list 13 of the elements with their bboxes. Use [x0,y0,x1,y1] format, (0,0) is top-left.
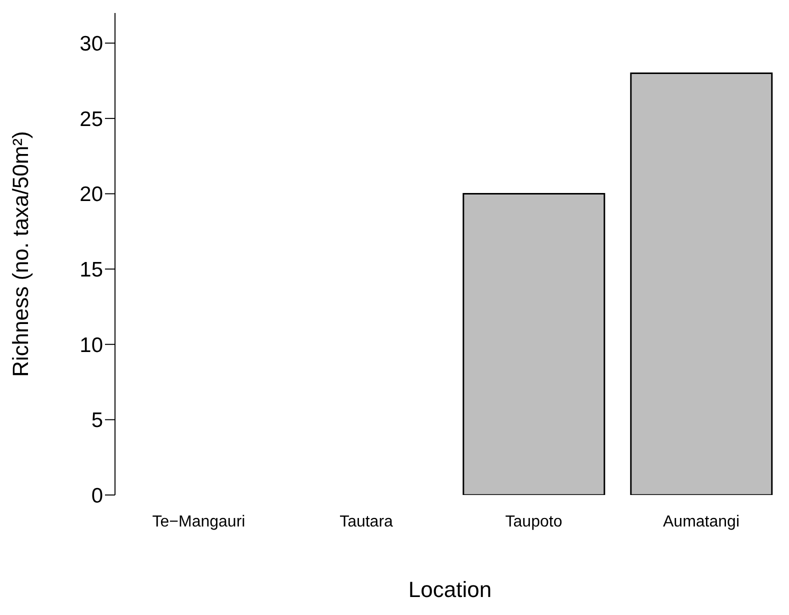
y-tick-label: 30 [80,32,103,56]
y-tick-label: 15 [80,258,103,282]
y-tick-label: 5 [91,409,103,432]
y-tick-label: 10 [80,334,103,357]
x-axis-title: Location [408,577,492,602]
x-tick-label: Te−Mangauri [152,513,246,530]
y-tick-label: 0 [91,484,103,508]
x-tick-label: Aumatangi [663,513,740,530]
x-tick-label: Taupoto [505,513,562,530]
x-tick-label: Tautara [340,513,394,530]
y-tick-label: 25 [80,108,103,131]
y-tick-label: 20 [80,183,103,206]
y-axis-title: Richness (no. taxa/50m²) [8,131,33,377]
